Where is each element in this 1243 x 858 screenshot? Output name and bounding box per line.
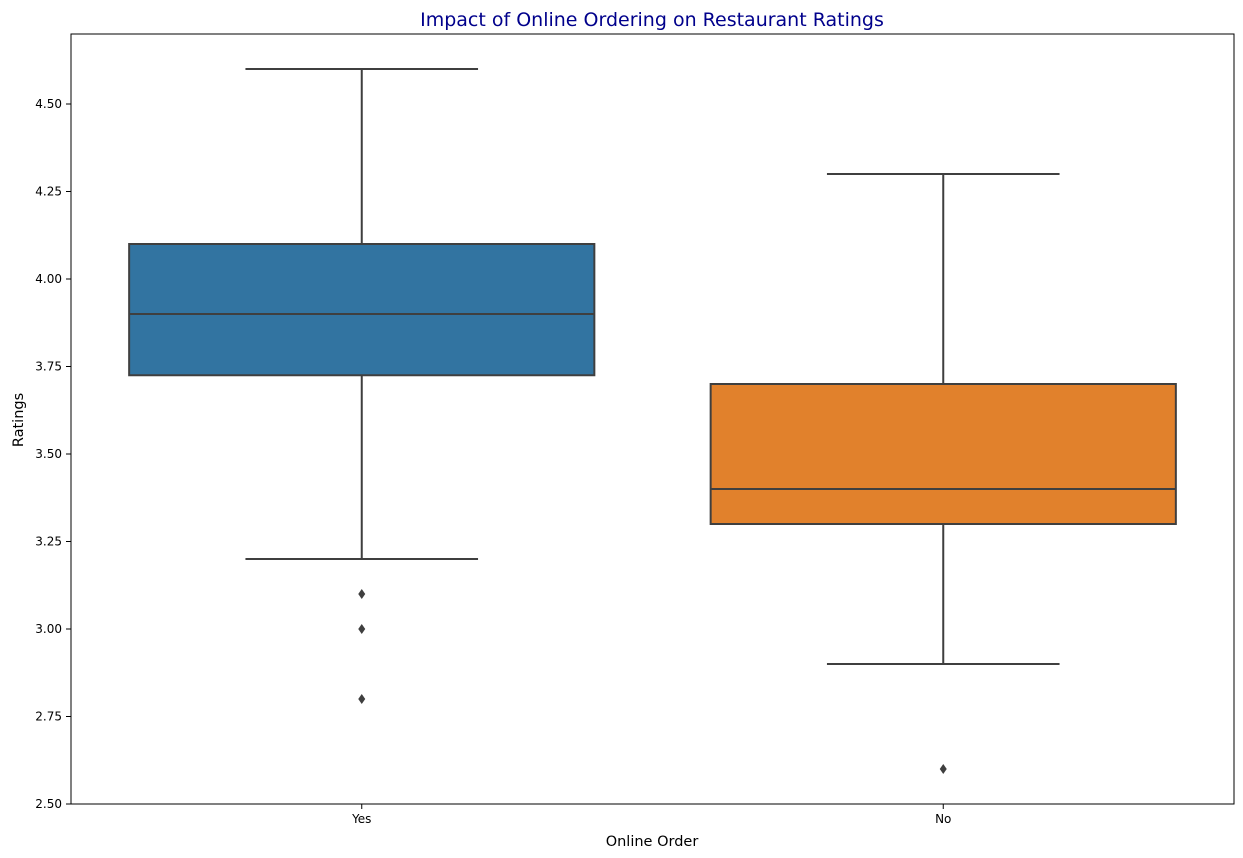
outlier-point-no bbox=[939, 764, 947, 774]
outlier-point-yes bbox=[358, 694, 366, 704]
box-no bbox=[709, 383, 1177, 525]
y-tick-label: 3.25 bbox=[35, 535, 62, 549]
y-tick-label: 4.50 bbox=[35, 97, 62, 111]
plot-frame bbox=[70, 33, 1235, 805]
x-tick-label: No bbox=[935, 812, 951, 826]
y-tick-label: 4.25 bbox=[35, 185, 62, 199]
outlier-point-yes bbox=[358, 589, 366, 599]
x-axis-label: Online Order bbox=[606, 834, 699, 850]
box-yes bbox=[128, 243, 596, 377]
y-tick-label: 3.50 bbox=[35, 447, 62, 461]
y-tick-label: 4.00 bbox=[35, 272, 62, 286]
y-tick-label: 3.00 bbox=[35, 622, 62, 636]
x-tick-label: Yes bbox=[351, 812, 371, 826]
y-tick-label: 2.75 bbox=[35, 710, 62, 724]
chart-title: Impact of Online Ordering on Restaurant … bbox=[420, 9, 884, 31]
y-axis-label: Ratings bbox=[11, 393, 27, 447]
outlier-point-yes bbox=[358, 624, 366, 634]
y-tick-label: 3.75 bbox=[35, 360, 62, 374]
y-tick-label: 2.50 bbox=[35, 797, 62, 811]
plot-area: 2.50 2.75 3.00 3.25 3.50 3.75 4.00 4.25 4.50 Yes N… bbox=[35, 33, 1235, 826]
